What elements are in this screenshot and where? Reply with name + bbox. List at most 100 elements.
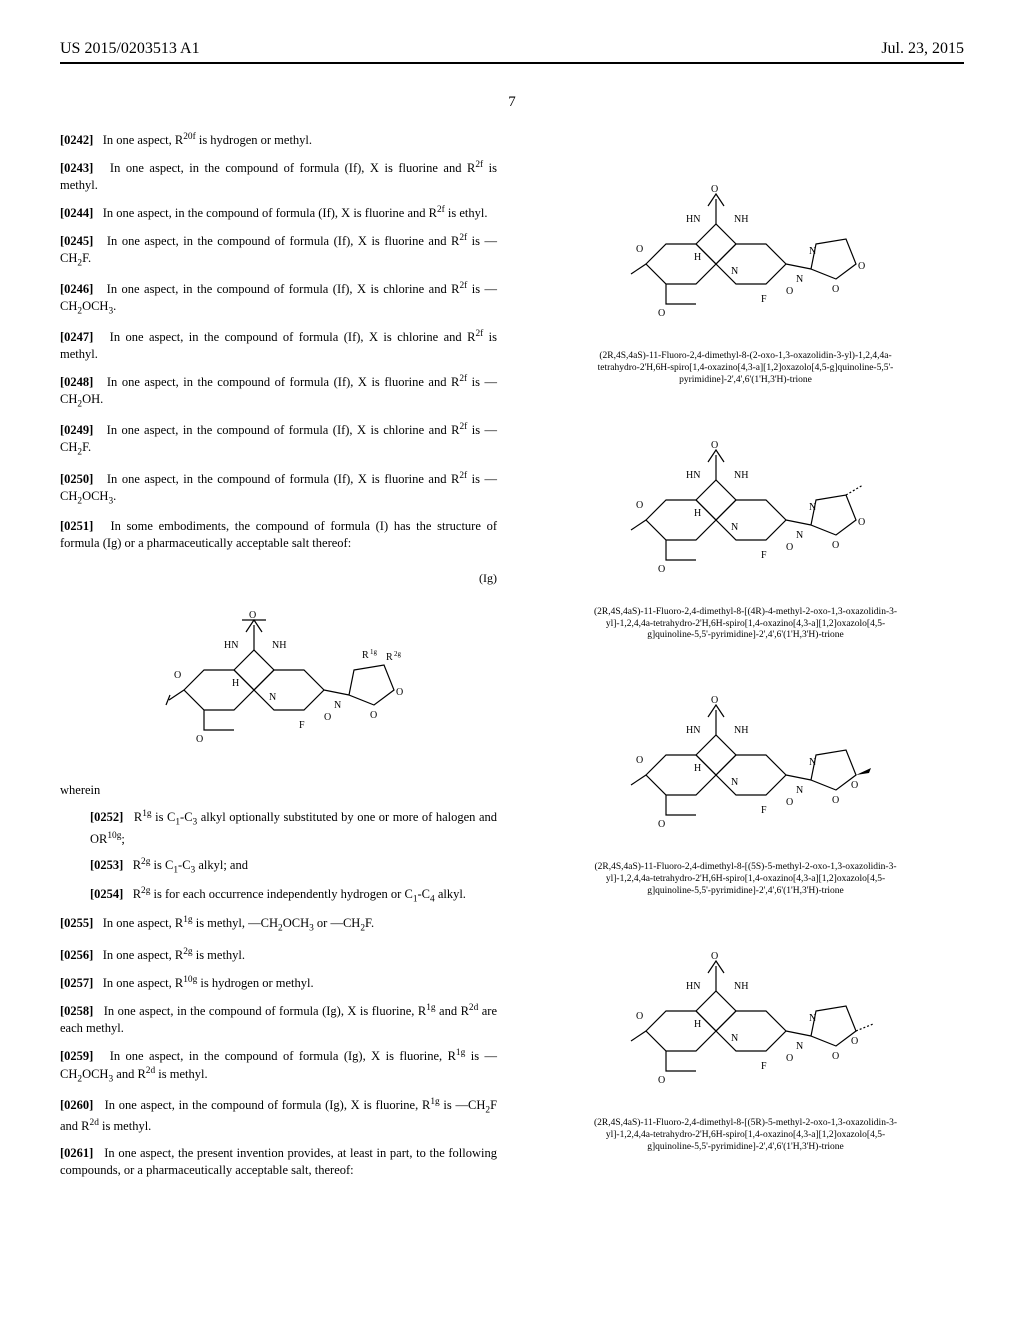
svg-text:N: N xyxy=(809,757,816,768)
sup: 1g xyxy=(142,809,151,819)
para-0257: [0257] In one aspect, R10g is hydrogen o… xyxy=(60,974,497,992)
text: is methyl. xyxy=(99,1120,151,1134)
svg-text:NH: NH xyxy=(272,640,286,651)
text: In one aspect, in the compound of formul… xyxy=(105,1098,431,1112)
text: In one aspect, in the compound of formul… xyxy=(103,206,437,220)
text: OCH xyxy=(82,1067,108,1081)
svg-text:O: O xyxy=(249,610,256,621)
right-column: O HN NH O O F N O N N O O H xyxy=(527,131,964,1189)
text: is C xyxy=(150,858,173,872)
para-num: [0254] xyxy=(90,887,123,901)
para-num: [0258] xyxy=(60,1004,93,1018)
svg-text:N: N xyxy=(809,1013,816,1024)
caption-3: (2R,4S,4aS)-11-Fluoro-2,4-dimethyl-8-[(5… xyxy=(586,862,906,898)
molecule-icon: O HN NH O O F N O N N O O H xyxy=(591,149,901,339)
sup: 2d xyxy=(469,1003,478,1013)
text: In one aspect, in the compound of formul… xyxy=(107,282,460,296)
para-0249: [0249] In one aspect, in the compound of… xyxy=(60,421,497,459)
structure-3: O HN NH O O F N O N N O O H xyxy=(527,660,964,850)
text: F. xyxy=(365,917,374,931)
text: In one aspect, R xyxy=(103,948,184,962)
para-0248: [0248] In one aspect, in the compound of… xyxy=(60,373,497,411)
svg-text:O: O xyxy=(851,780,858,791)
svg-text:1g: 1g xyxy=(370,648,378,656)
svg-text:F: F xyxy=(761,550,767,561)
svg-text:N: N xyxy=(269,692,276,703)
para-num: [0256] xyxy=(60,948,93,962)
svg-text:N: N xyxy=(796,785,803,796)
structure-1: O HN NH O O F N O N N O O H xyxy=(527,149,964,339)
svg-text:O: O xyxy=(636,1011,643,1022)
svg-text:O: O xyxy=(196,734,203,745)
svg-text:O: O xyxy=(711,695,718,706)
svg-text:O: O xyxy=(324,712,331,723)
svg-text:HN: HN xyxy=(686,981,700,992)
text: In one aspect, R xyxy=(103,917,184,931)
para-0260: [0260] In one aspect, in the compound of… xyxy=(60,1096,497,1135)
svg-text:O: O xyxy=(832,1051,839,1062)
para-0250: [0250] In one aspect, in the compound of… xyxy=(60,470,497,508)
text: In some embodiments, the compound of for… xyxy=(60,519,497,550)
svg-text:HN: HN xyxy=(686,470,700,481)
svg-text:NH: NH xyxy=(734,470,748,481)
para-0246: [0246] In one aspect, in the compound of… xyxy=(60,280,497,318)
para-num: [0255] xyxy=(60,917,93,931)
svg-text:O: O xyxy=(658,308,665,319)
svg-text:O: O xyxy=(858,261,865,272)
text: OCH xyxy=(82,489,108,503)
svg-text:O: O xyxy=(636,755,643,766)
para-0243: [0243] In one aspect, in the compound of… xyxy=(60,159,497,194)
svg-text:O: O xyxy=(858,517,865,528)
para-0253: [0253] R2g is C1-C3 alkyl; and xyxy=(90,856,497,877)
para-0258: [0258] In one aspect, in the compound of… xyxy=(60,1002,497,1037)
svg-text:O: O xyxy=(851,1036,858,1047)
svg-text:N: N xyxy=(809,502,816,513)
para-num: [0246] xyxy=(60,282,93,296)
text: In one aspect, in the compound of formul… xyxy=(107,234,459,248)
svg-text:N: N xyxy=(731,522,738,533)
left-column: [0242] In one aspect, R20f is hydrogen o… xyxy=(60,131,497,1189)
text: In one aspect, R xyxy=(103,976,184,990)
header-right: Jul. 23, 2015 xyxy=(881,40,964,58)
para-0244: [0244] In one aspect, in the compound of… xyxy=(60,204,497,222)
text: In one aspect, in the compound of formul… xyxy=(107,424,460,438)
svg-text:NH: NH xyxy=(734,981,748,992)
svg-text:O: O xyxy=(786,542,793,553)
svg-text:N: N xyxy=(334,700,341,711)
sup: 2f xyxy=(459,233,467,243)
caption-1: (2R,4S,4aS)-11-Fluoro-2,4-dimethyl-8-(2-… xyxy=(586,351,906,387)
svg-text:O: O xyxy=(832,284,839,295)
text: is for each occurrence independently hyd… xyxy=(150,887,412,901)
sup: 2f xyxy=(437,205,445,215)
text: alkyl; and xyxy=(195,858,248,872)
svg-text:F: F xyxy=(761,805,767,816)
text: is ethyl. xyxy=(445,206,488,220)
text: or —CH xyxy=(314,917,361,931)
molecule-icon: O HN NH O O F N O N N O O H xyxy=(591,660,901,850)
svg-text:O: O xyxy=(636,500,643,511)
svg-text:H: H xyxy=(232,678,239,689)
sup: 10g xyxy=(107,831,121,841)
text: is methyl, —CH xyxy=(193,917,278,931)
para-num: [0251] xyxy=(60,519,93,533)
text: is —CH xyxy=(440,1098,486,1112)
text: -C xyxy=(418,887,431,901)
text: -C xyxy=(180,811,193,825)
text: is C xyxy=(152,811,176,825)
text: In one aspect, in the compound of formul… xyxy=(107,472,459,486)
svg-text:N: N xyxy=(809,246,816,257)
svg-text:F: F xyxy=(761,294,767,305)
svg-text:R: R xyxy=(362,650,369,661)
svg-text:O: O xyxy=(711,184,718,195)
molecule-icon: O HN NH O O F N O N N O O H xyxy=(591,405,901,595)
svg-text:H: H xyxy=(694,252,701,263)
text: R xyxy=(134,811,142,825)
sup: 2g xyxy=(183,947,192,957)
svg-text:2g: 2g xyxy=(394,650,402,658)
svg-text:N: N xyxy=(796,274,803,285)
svg-text:O: O xyxy=(711,440,718,451)
para-num: [0252] xyxy=(90,811,123,825)
para-num: [0248] xyxy=(60,375,93,389)
text: In one aspect, the present invention pro… xyxy=(60,1146,497,1177)
page-number: 7 xyxy=(60,94,964,111)
